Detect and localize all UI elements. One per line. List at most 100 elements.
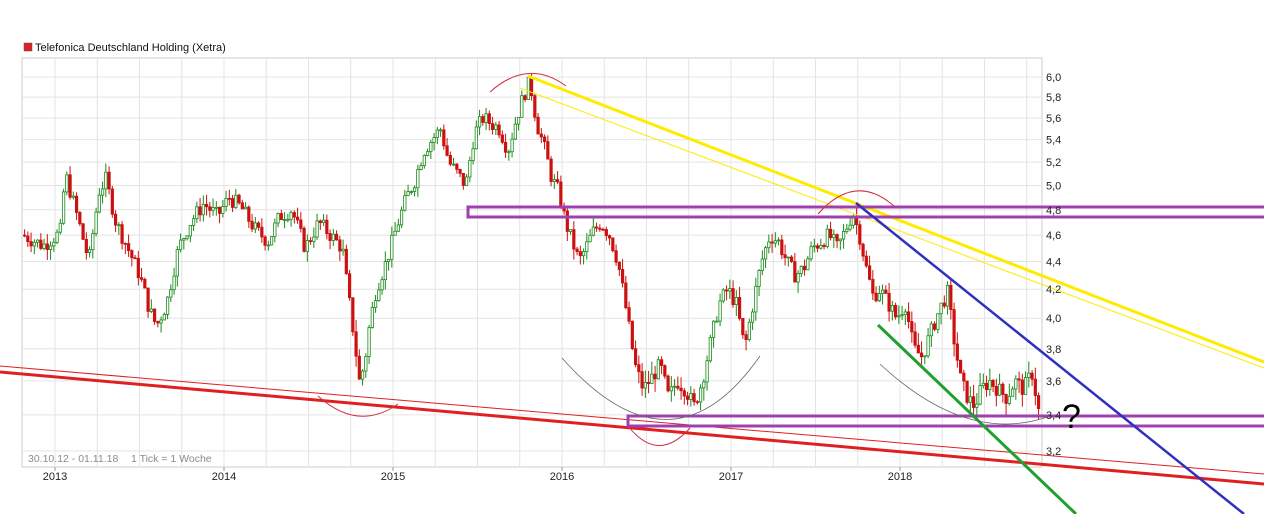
candle-up [243, 206, 248, 210]
candle-up [968, 396, 972, 403]
candle-up [819, 244, 823, 249]
candle-up [702, 381, 706, 389]
candle-up [360, 370, 365, 380]
candle-down [78, 212, 82, 225]
candle-down [217, 206, 222, 214]
candle-down [448, 155, 452, 165]
candle-up [591, 226, 595, 236]
candle-down [237, 194, 241, 204]
candle-down [685, 395, 690, 400]
candle-down [136, 258, 140, 279]
candle-up [286, 218, 290, 221]
candle-up [650, 373, 654, 384]
candle-down [279, 213, 283, 221]
candle-up [71, 195, 75, 198]
candle-up [715, 320, 719, 323]
candle-up [393, 230, 397, 236]
candle-up [786, 256, 790, 259]
candle-up [169, 289, 173, 298]
candle-down [123, 242, 127, 245]
candle-up [880, 289, 885, 295]
candle-down [549, 158, 553, 182]
candle-down [835, 234, 839, 242]
x-tick-label: 2015 [381, 471, 405, 483]
candle-down [822, 244, 826, 247]
legend-title: Telefonica Deutschland Holding (Xetra) [35, 42, 226, 54]
candle-down [230, 198, 235, 208]
candle-up [767, 241, 771, 249]
candle-up [341, 248, 345, 252]
candle-up [425, 151, 430, 156]
candle-up [35, 239, 40, 243]
candle-up [796, 273, 800, 283]
overlay-layer [0, 73, 1264, 516]
candle-down [724, 289, 729, 292]
candle-down [637, 364, 641, 373]
candle-up [705, 360, 709, 383]
candle-down [906, 311, 911, 322]
candle-down [614, 250, 618, 263]
candle-up [380, 279, 384, 291]
candle-up [149, 308, 153, 312]
candle-up [763, 247, 768, 260]
candle-up [185, 235, 189, 239]
candle-up [845, 228, 849, 232]
candle-up [760, 258, 764, 271]
candle-down [247, 206, 251, 222]
candle-down [695, 401, 699, 404]
candle-up [403, 195, 407, 211]
candle-down [143, 278, 147, 289]
candle-down [22, 234, 27, 237]
candle-down [308, 240, 313, 242]
candle-up [494, 124, 498, 130]
y-tick-label: 3,8 [1046, 344, 1061, 356]
candle-down [357, 355, 361, 380]
candle-up [672, 385, 677, 388]
candle-up [305, 240, 309, 252]
candle-up [48, 245, 53, 250]
candle-up [897, 315, 901, 318]
candle-down [731, 288, 735, 306]
candle-down [26, 235, 30, 243]
candle-down [958, 359, 963, 374]
candle-down [815, 245, 820, 249]
candle-down [640, 371, 644, 389]
y-tick-label: 5,8 [1046, 92, 1061, 104]
blue-trend-line [855, 202, 1245, 515]
candle-up [825, 228, 829, 247]
y-tick-label: 4,8 [1046, 205, 1061, 217]
y-tick-label: 4,6 [1046, 230, 1061, 242]
candle-up [367, 327, 371, 357]
candle-up [178, 239, 183, 251]
candle-down [536, 116, 540, 135]
candle-up [890, 304, 894, 312]
candle-up [321, 219, 326, 224]
candle-down [572, 229, 576, 250]
y-tick-label: 3,2 [1046, 446, 1061, 458]
candle-down [487, 113, 491, 124]
rounding-bottom-arc-2018 [879, 363, 1051, 425]
candle-down [240, 202, 244, 210]
candle-up [841, 231, 846, 240]
candle-down [442, 129, 446, 147]
candle-up [903, 311, 907, 316]
candle-down [120, 224, 124, 244]
x-tick-label: 2018 [888, 471, 912, 483]
candle-up [806, 258, 810, 271]
candle-up [94, 211, 98, 235]
candle-down [1033, 378, 1037, 396]
candle-up [195, 206, 199, 220]
candle-down [318, 220, 322, 224]
candle-up [468, 160, 472, 178]
candle-down [611, 237, 615, 252]
candle-up [266, 244, 270, 247]
candle-down [682, 390, 686, 397]
candle-up [214, 206, 218, 209]
candle-up [945, 285, 950, 307]
candle-up [165, 296, 170, 315]
candle-up [812, 245, 816, 248]
candle-down [29, 241, 33, 247]
candle-up [409, 191, 413, 193]
candle-up [552, 179, 556, 182]
